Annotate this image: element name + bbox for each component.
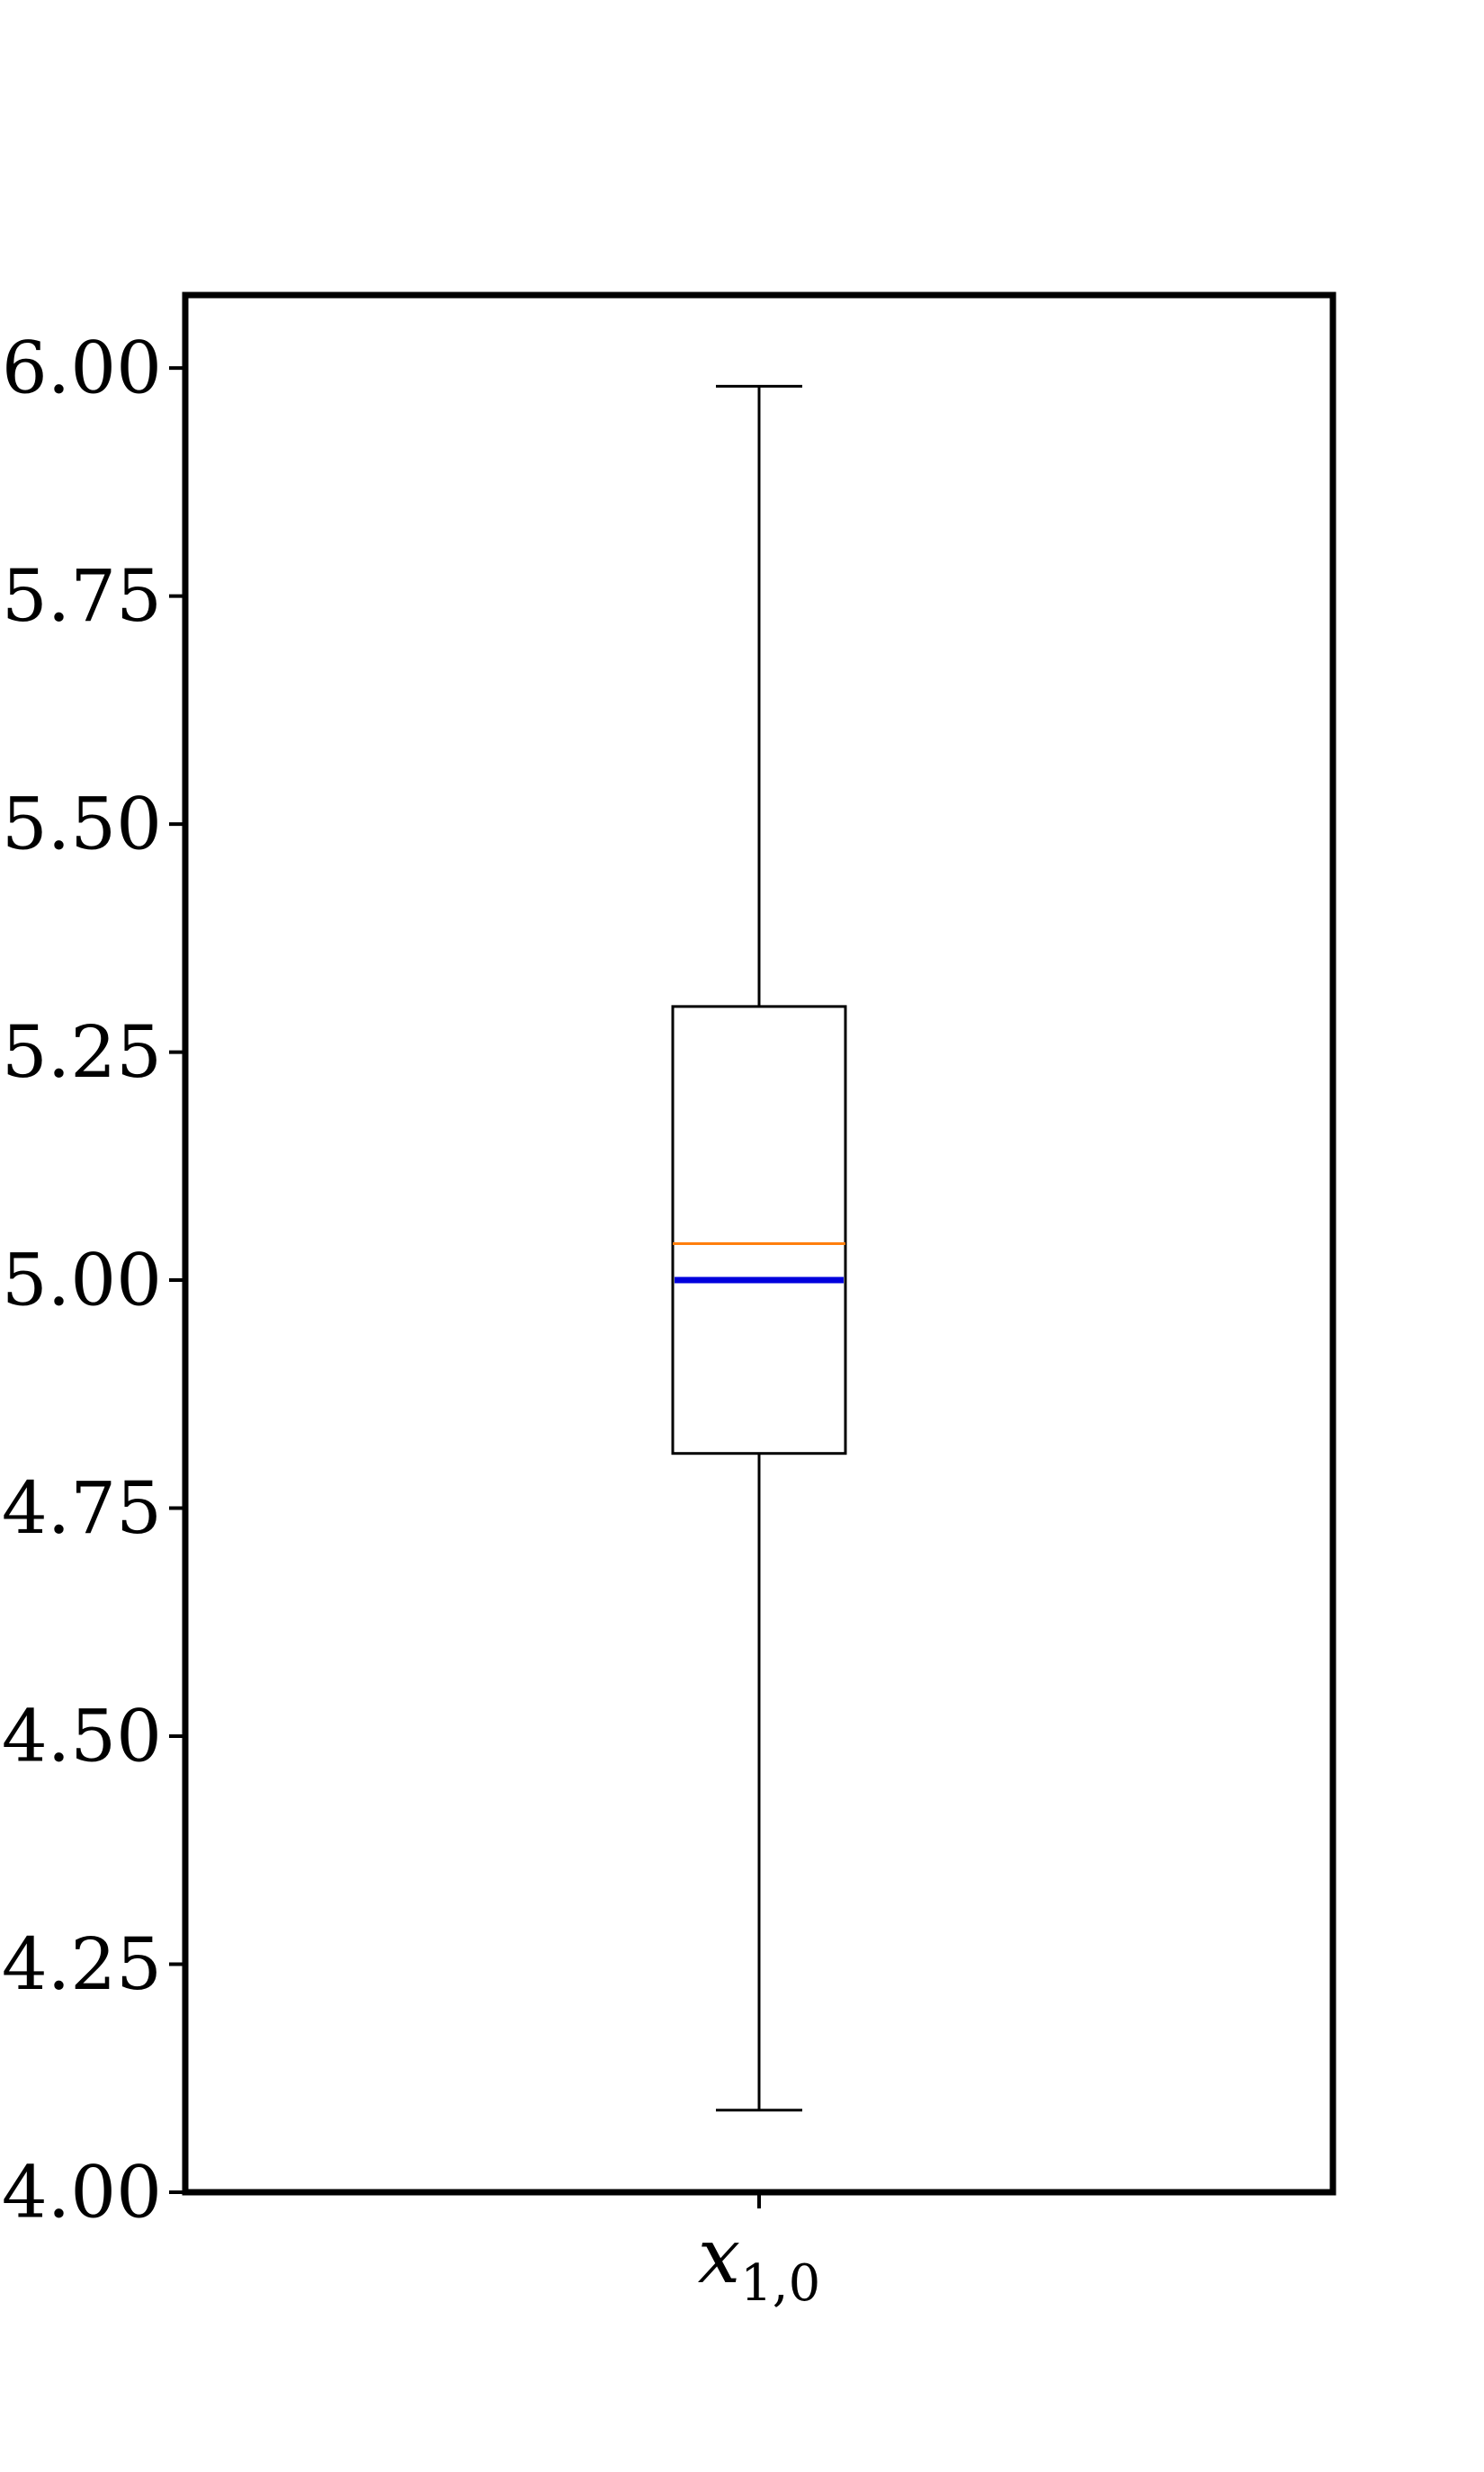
y-tick-label: 4.25 <box>2 1922 162 2006</box>
x-axis-ticks: x1,0 <box>698 2192 820 2313</box>
y-tick-label: 5.50 <box>2 783 162 866</box>
y-tick-label: 5.75 <box>2 554 162 638</box>
y-tick-label: 4.75 <box>2 1466 162 1550</box>
box-series <box>671 384 847 2112</box>
y-tick-label: 4.50 <box>2 1695 162 1778</box>
y-tick-label: 5.00 <box>2 1239 162 1322</box>
x-tick-label: x1,0 <box>698 2212 820 2313</box>
box-0 <box>671 384 847 2112</box>
y-tick-label: 6.00 <box>2 327 162 410</box>
axes-frame <box>182 291 1336 2196</box>
x-tick-label-main: x <box>698 2212 740 2300</box>
y-axis-ticks: 4.00 4.25 4.50 4.75 5.00 5.25 5.50 5.75 6.00 <box>2 327 185 2235</box>
y-tick-label: 4.00 <box>2 2151 162 2235</box>
y-tick-label: 5.25 <box>2 1010 162 1094</box>
box-iqr <box>671 1005 847 1455</box>
x-tick-label-subscript: 1,0 <box>740 2254 820 2313</box>
